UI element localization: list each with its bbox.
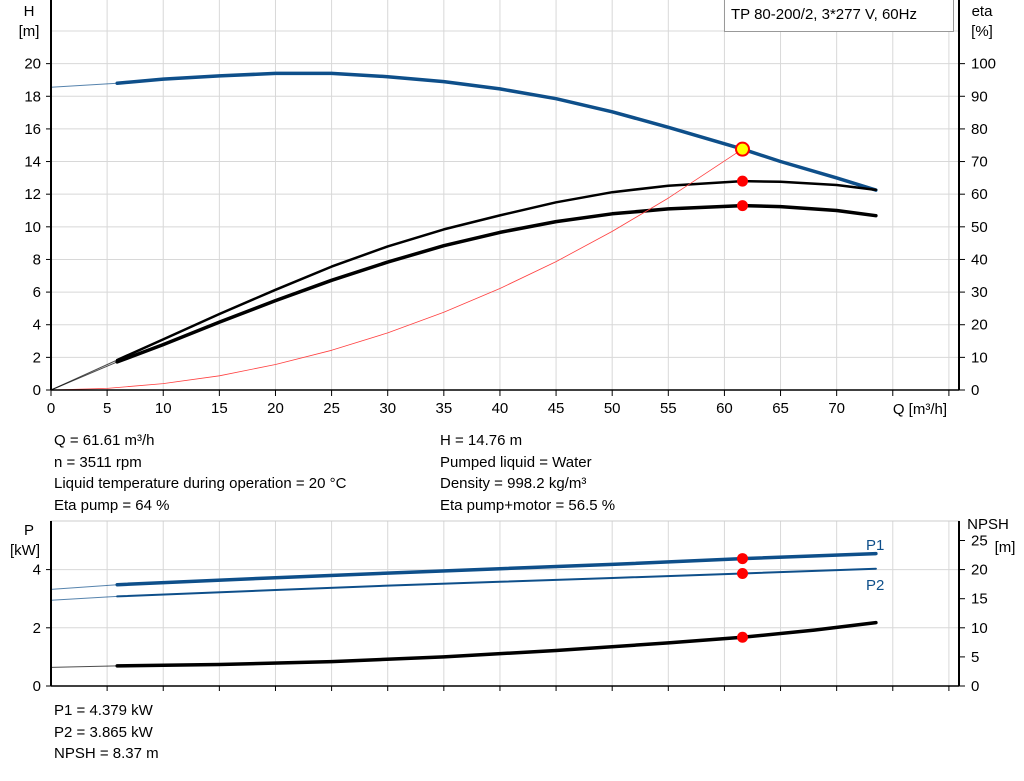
right-tick-label: 25 xyxy=(971,532,988,549)
right-tick-label: 40 xyxy=(971,251,988,268)
right-tick-label: 15 xyxy=(971,591,988,608)
P1-extrapolated-line xyxy=(50,584,118,590)
bottom-plot-frame xyxy=(50,520,960,687)
x-tick-label: 15 xyxy=(211,400,228,417)
right-tick-label: 30 xyxy=(971,284,988,301)
eta_pump-curve xyxy=(115,179,878,362)
system_curve-curve xyxy=(50,148,743,391)
bottom-grid xyxy=(51,521,959,686)
right-tick-label: 60 xyxy=(971,186,988,203)
left-tick-label: 16 xyxy=(24,121,41,138)
npsh-axis-unit: [m] xyxy=(995,539,1016,556)
right-tick-label: 10 xyxy=(971,349,988,366)
left-tick-label: 8 xyxy=(33,251,41,268)
right-tick-label: 20 xyxy=(971,317,988,334)
h-axis-unit: [m] xyxy=(19,23,40,40)
eta_pump_motor-extrapolated-line xyxy=(50,361,118,391)
x-tick-label: 65 xyxy=(772,400,789,417)
right-tick-label: 0 xyxy=(971,678,979,695)
x-tick-label: 0 xyxy=(47,400,55,417)
info-p2: P2 = 3.865 kW xyxy=(54,723,153,741)
info-density: Density = 998.2 kg/m³ xyxy=(440,475,587,492)
pump-title: TP 80-200/2, 3*277 V, 60Hz xyxy=(724,0,954,32)
right-tick-label: 90 xyxy=(971,88,988,105)
P1-duty-point xyxy=(736,553,748,565)
x-tick-label: 30 xyxy=(379,400,396,417)
info-right: H = 14.76 m Pumped liquid = Water Densit… xyxy=(440,430,615,516)
x-tick-label: 70 xyxy=(828,400,845,417)
x-tick-label: 45 xyxy=(548,400,565,417)
eta-axis-unit: [%] xyxy=(971,23,993,40)
eta_pump-duty-point xyxy=(736,175,748,187)
x-tick-label: 55 xyxy=(660,400,677,417)
H-extrapolated-line xyxy=(50,82,118,88)
info-p1: P1 = 4.379 kW xyxy=(54,702,153,719)
H-curve xyxy=(115,71,878,192)
info-liquid-temp: Liquid temperature during operation = 20… xyxy=(54,475,347,492)
right-tick-label: 70 xyxy=(971,154,988,171)
left-tick-label: 2 xyxy=(33,620,41,637)
left-tick-label: 4 xyxy=(33,562,41,579)
x-tick-label: 25 xyxy=(323,400,340,417)
right-tick-label: 100 xyxy=(971,56,996,73)
h-axis-label: H xyxy=(24,3,35,20)
info-pumped-liquid: Pumped liquid = Water xyxy=(440,453,592,471)
right-tick-label: 20 xyxy=(971,562,988,579)
x-tick-label: 5 xyxy=(103,400,111,417)
left-tick-label: 4 xyxy=(33,317,41,334)
info-speed: n = 3511 rpm xyxy=(54,453,142,471)
p2-series-label: P2 xyxy=(866,577,884,594)
p-axis-unit: [kW] xyxy=(10,542,40,559)
x-tick-label: 35 xyxy=(435,400,452,417)
info-npsh: NPSH = 8.37 m xyxy=(54,745,159,762)
chart-marks xyxy=(50,71,878,668)
eta_pump_motor-curve xyxy=(115,203,878,364)
info-bottom: P1 = 4.379 kW P2 = 3.865 kW NPSH = 8.37 … xyxy=(54,700,159,765)
info-flow: Q = 61.61 m³/h xyxy=(54,432,155,449)
left-tick-label: 18 xyxy=(24,88,41,105)
left-tick-label: 6 xyxy=(33,284,41,301)
P2-duty-point xyxy=(736,568,748,580)
left-tick-label: 12 xyxy=(24,186,41,203)
npsh-axis-label: NPSH xyxy=(967,516,1009,533)
NPSH-extrapolated-line xyxy=(50,665,118,668)
x-tick-label: 10 xyxy=(155,400,172,417)
left-tick-label: 14 xyxy=(24,154,41,171)
info-left: Q = 61.61 m³/h n = 3511 rpm Liquid tempe… xyxy=(54,430,346,516)
p1-series-label: P1 xyxy=(866,537,884,554)
x-tick-label: 60 xyxy=(716,400,733,417)
P2-extrapolated-line xyxy=(50,595,118,601)
info-eta-pump-motor: Eta pump+motor = 56.5 % xyxy=(440,496,616,514)
eta_pump_motor-duty-point xyxy=(736,200,748,212)
P2-curve xyxy=(116,567,877,598)
left-tick-label: 10 xyxy=(24,219,41,236)
right-tick-label: 10 xyxy=(971,620,988,637)
right-tick-label: 5 xyxy=(971,649,979,666)
x-tick-label: 20 xyxy=(267,400,284,417)
info-eta-pump: Eta pump = 64 % xyxy=(54,496,170,514)
x-tick-label: 50 xyxy=(604,400,621,417)
NPSH-curve xyxy=(115,620,878,668)
right-tick-label: 50 xyxy=(971,219,988,236)
left-tick-label: 2 xyxy=(33,349,41,366)
left-tick-label: 20 xyxy=(24,56,41,73)
axes: 0246810121416182001020304050607080901000… xyxy=(24,0,996,695)
left-tick-label: 0 xyxy=(33,382,41,399)
x-tick-label: 40 xyxy=(492,400,509,417)
top-grid xyxy=(51,0,959,390)
p-axis-label: P xyxy=(24,522,34,539)
NPSH-duty-point xyxy=(736,631,748,643)
left-tick-label: 0 xyxy=(33,678,41,695)
eta-axis-label: eta xyxy=(972,3,994,20)
right-tick-label: 0 xyxy=(971,382,979,399)
x-axis-label: Q [m³/h] xyxy=(893,401,947,418)
info-head: H = 14.76 m xyxy=(440,432,523,449)
right-tick-label: 80 xyxy=(971,121,988,138)
H-duty-point xyxy=(734,141,750,157)
